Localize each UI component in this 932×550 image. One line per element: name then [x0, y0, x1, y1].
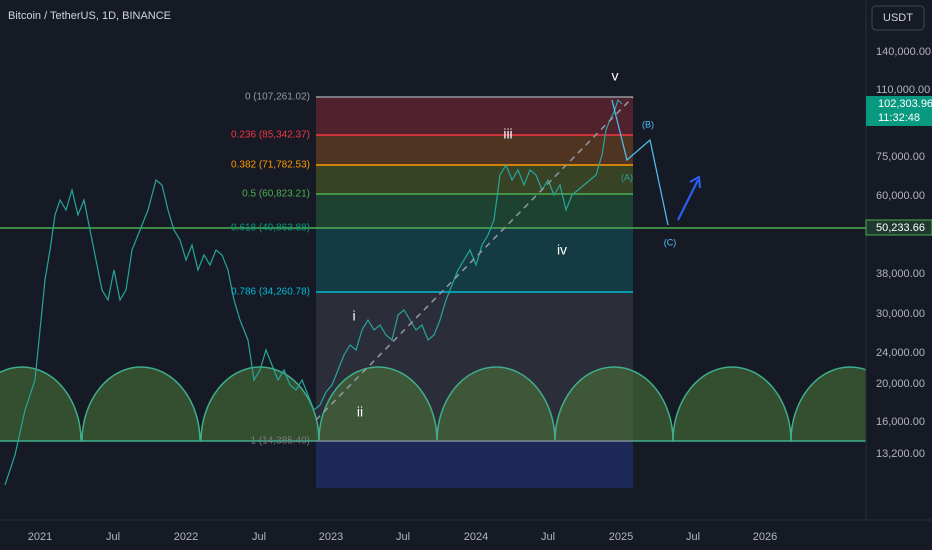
price-axis — [866, 0, 932, 520]
fib-zones — [316, 97, 633, 488]
price-tag — [866, 96, 932, 126]
time-label: 2024 — [464, 531, 488, 543]
time-label: Jul — [106, 531, 120, 543]
trend-dash — [315, 96, 634, 421]
zone — [316, 135, 633, 165]
symbol-title: Bitcoin / TetherUS, 1D, BINANCE — [8, 10, 171, 22]
wave-label: (A) — [621, 172, 633, 182]
time-label: Jul — [396, 531, 410, 543]
level-price: 50,233.66 — [876, 222, 925, 234]
last-price: 102,303.96 — [878, 98, 932, 110]
zone — [316, 194, 633, 228]
fib-lines — [316, 96, 633, 442]
price-label: 24,000.00 — [876, 347, 925, 359]
price-label: 16,000.00 — [876, 416, 925, 428]
fib-label: 0.618 (49,863.88) — [231, 223, 310, 234]
price-label: 140,000.00 — [876, 46, 931, 58]
level-tag — [865, 219, 932, 236]
price-path — [4, 98, 623, 486]
time-label: 2022 — [174, 531, 198, 543]
arc — [200, 366, 320, 442]
price-label: 20,000.00 — [876, 378, 925, 390]
arc — [0, 366, 82, 442]
zone — [316, 441, 633, 488]
time-label: 2026 — [753, 531, 777, 543]
time-label: 2025 — [609, 531, 633, 543]
wave-label: v — [612, 68, 619, 84]
price-label: 60,000.00 — [876, 190, 925, 202]
time-label: Jul — [541, 531, 555, 543]
currency-button[interactable] — [871, 5, 925, 31]
time-label: Jul — [686, 531, 700, 543]
price-labels: 140,000.00 110,000.00 75,000.00 60,000.00 38… — [876, 46, 931, 460]
cycle-arcs — [0, 366, 910, 442]
arc — [318, 366, 438, 442]
wave-label: ii — [357, 404, 363, 420]
arc — [436, 366, 556, 442]
price-label: 30,000.00 — [876, 308, 925, 320]
wave-label: i — [352, 308, 355, 324]
fib-label: 0.5 (60,823.21) — [242, 189, 310, 200]
arrow-line — [677, 179, 699, 221]
price-label: 110,000.00 — [876, 84, 930, 96]
arrow-head — [689, 175, 701, 189]
countdown: 11:32:48 — [878, 112, 920, 124]
fib-label: 1 (14,385.40) — [251, 436, 311, 447]
wave-label: (C) — [664, 237, 677, 247]
time-label: 2023 — [319, 531, 343, 543]
price-label: 75,000.00 — [876, 151, 925, 163]
wave-label: iii — [503, 126, 512, 142]
wave-label: iv — [557, 242, 567, 258]
arc — [81, 366, 201, 442]
projection-path — [611, 99, 669, 226]
time-labels: 2021 Jul 2022 Jul 2023 Jul 2024 Jul 2025 Jul 2026 — [28, 531, 777, 543]
time-label: 2021 — [28, 531, 52, 543]
time-label: Jul — [252, 531, 266, 543]
fib-label: 0.382 (71,782.53) — [231, 160, 310, 171]
fib-label: 0.236 (85,342.37) — [231, 130, 310, 141]
fib-label: 0 (107,261.02) — [245, 92, 310, 103]
arc — [554, 366, 674, 442]
zone — [316, 165, 633, 194]
arc — [672, 366, 792, 442]
zone — [316, 97, 633, 135]
currency[interactable]: USDT — [883, 12, 913, 24]
fib-label: 0.786 (34,260.78) — [231, 287, 310, 298]
price-label: 38,000.00 — [876, 268, 925, 280]
wave-label: (B) — [642, 119, 654, 129]
price-label: 13,200.00 — [876, 448, 925, 460]
